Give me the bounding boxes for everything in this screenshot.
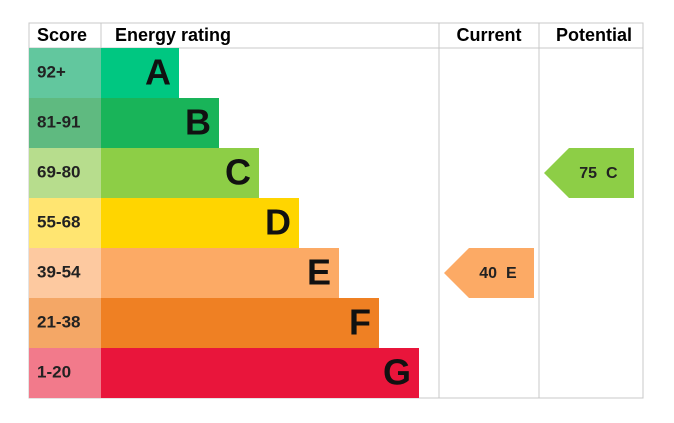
band-bar xyxy=(101,198,299,248)
rating-letter: E xyxy=(506,265,517,282)
header: Score xyxy=(37,25,87,45)
score-label: 1-20 xyxy=(37,362,71,381)
band-bar xyxy=(101,48,179,98)
band-letter: F xyxy=(349,302,371,343)
band-letter: G xyxy=(383,352,411,393)
band-bar xyxy=(101,248,339,298)
score-cell xyxy=(29,248,101,298)
band-letter: A xyxy=(145,52,171,93)
band-letter: E xyxy=(307,252,331,293)
score-label: 39-54 xyxy=(37,262,81,281)
band-letter: D xyxy=(265,202,291,243)
score-label: 55-68 xyxy=(37,212,80,231)
rating-arrow xyxy=(544,148,634,198)
band-bar xyxy=(101,148,259,198)
band-letter: C xyxy=(225,152,251,193)
header: Potential xyxy=(556,25,632,45)
score-label: 81-91 xyxy=(37,112,80,131)
header: Current xyxy=(456,25,521,45)
rating-letter: C xyxy=(606,165,618,182)
rating-value: 40 xyxy=(479,265,497,282)
score-label: 21-38 xyxy=(37,312,80,331)
rating-arrow xyxy=(444,248,534,298)
band-bar xyxy=(101,348,419,398)
score-cell xyxy=(29,98,101,148)
score-cell xyxy=(29,48,101,98)
score-cell xyxy=(29,148,101,198)
band-letter: B xyxy=(185,102,211,143)
band-bar xyxy=(101,298,379,348)
score-cell xyxy=(29,198,101,248)
score-label: 92+ xyxy=(37,62,66,81)
score-cell xyxy=(29,298,101,348)
score-label: 69-80 xyxy=(37,162,80,181)
header: Energy rating xyxy=(115,25,231,45)
score-cell xyxy=(29,348,101,398)
band-bar xyxy=(101,98,219,148)
rating-value: 75 xyxy=(579,165,597,182)
